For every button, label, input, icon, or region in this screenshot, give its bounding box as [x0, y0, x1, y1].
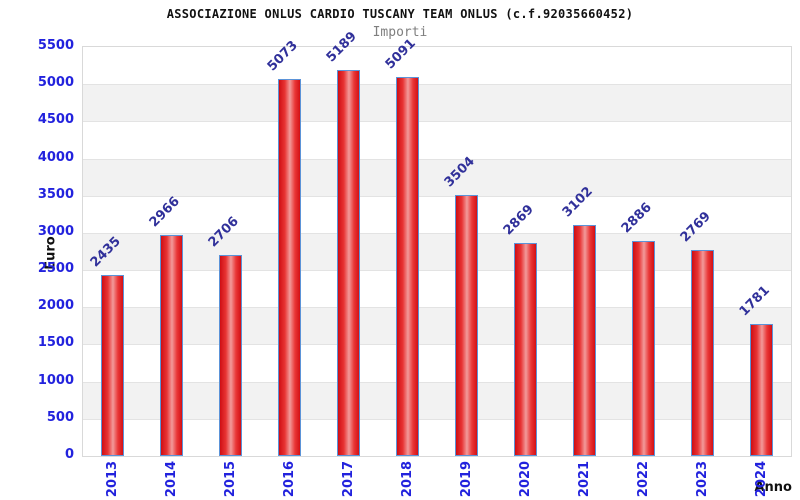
- bar: [632, 241, 655, 456]
- gridline: [83, 121, 791, 123]
- chart-subtitle: Importi: [372, 25, 428, 40]
- y-tick-label: 0: [64, 447, 74, 462]
- gridline: [83, 84, 791, 86]
- y-tick-label: 500: [46, 409, 74, 425]
- y-tick-label: 3500: [37, 186, 74, 202]
- gridline: [83, 344, 791, 346]
- plot-band: [83, 307, 791, 345]
- bar-value-label: 2886: [618, 200, 655, 237]
- x-tick-label: 2022: [635, 460, 650, 498]
- x-tick-label: 2020: [517, 460, 532, 498]
- x-axis-title: Anno: [754, 480, 792, 495]
- x-tick-label: 2018: [399, 460, 414, 498]
- y-tick-label: 2000: [37, 298, 74, 314]
- x-tick-label: 2021: [576, 460, 591, 498]
- gridline: [83, 307, 791, 309]
- x-tick-label: 2016: [281, 460, 296, 498]
- bar: [750, 323, 773, 456]
- plot-band: [83, 158, 791, 196]
- bar: [337, 70, 360, 456]
- gridline: [83, 418, 791, 420]
- x-tick-label: 2024: [753, 460, 768, 498]
- bar-value-label: 5073: [264, 37, 301, 75]
- bar: [455, 195, 478, 456]
- y-tick-label: 2500: [37, 261, 74, 277]
- plot-band: [83, 232, 791, 271]
- bar: [514, 242, 537, 456]
- gridline: [83, 195, 791, 197]
- plot-area: 2435 2966 2706 5073 5189 5091 3504 2869 3102 2886…: [82, 29, 792, 457]
- x-tick-label: 2013: [104, 460, 119, 498]
- y-tick-label: 1000: [37, 372, 74, 388]
- plot-band: [83, 381, 791, 419]
- bar: [219, 254, 242, 456]
- bar: [160, 235, 183, 456]
- bar: [691, 250, 714, 456]
- x-tick-label: 2023: [694, 460, 709, 498]
- plot-band: [83, 84, 791, 122]
- bar: [573, 225, 596, 456]
- gridline: [83, 270, 791, 272]
- bar: [101, 274, 124, 456]
- gridline: [83, 158, 791, 160]
- chart-title: ASSOCIAZIONE ONLUS CARDIO TUSCANY TEAM O…: [166, 7, 634, 21]
- gridline: [83, 381, 791, 383]
- bar: [278, 78, 301, 456]
- y-tick-label: 5000: [37, 75, 74, 91]
- x-tick-label: 2019: [458, 460, 473, 498]
- y-tick-label: 5500: [37, 38, 74, 53]
- y-tick-label: 4500: [37, 112, 74, 128]
- x-tick-label: 2015: [222, 460, 237, 498]
- x-tick-label: 2017: [340, 460, 355, 498]
- y-tick-label: 1500: [37, 335, 74, 351]
- gridline: [83, 232, 791, 234]
- x-tick-label: 2014: [163, 460, 178, 498]
- y-tick-label: 4000: [37, 149, 74, 165]
- bar-value-label: 2966: [146, 194, 183, 231]
- bar-value-label: 5091: [382, 36, 419, 73]
- y-tick-label: 3000: [37, 223, 74, 239]
- bar: [396, 77, 419, 456]
